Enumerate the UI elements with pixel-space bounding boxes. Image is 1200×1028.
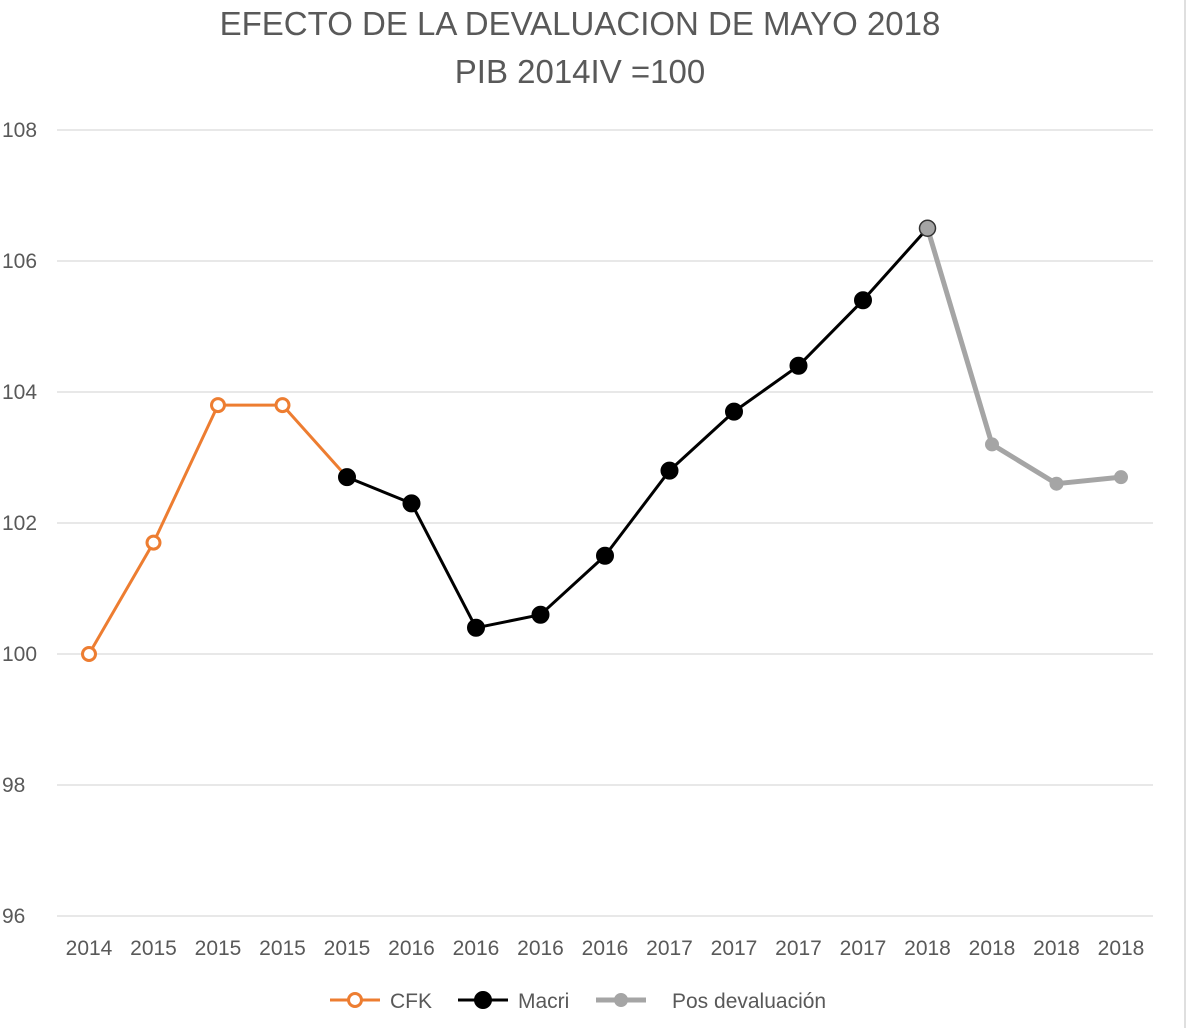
series-line (346, 227, 929, 630)
legend[interactable]: CFK Macri Pos devaluación (330, 990, 826, 1013)
data-point (531, 605, 550, 624)
data-point (145, 534, 162, 551)
x-tick-label: 2016 (388, 937, 435, 960)
x-tick-label: 2018 (1098, 937, 1145, 960)
x-tick-label: 2016 (582, 937, 629, 960)
data-point (1114, 470, 1128, 485)
legend-item-pos-devaluación[interactable]: Pos devaluación (596, 990, 826, 1013)
x-tick-label: 2017 (646, 937, 693, 960)
series-macri (338, 227, 929, 637)
chart-subtitle: PIB 2014IV =100 (455, 53, 705, 90)
data-point (402, 494, 421, 513)
data-point (789, 356, 808, 375)
legend-swatch-marker (474, 991, 492, 1009)
data-point (467, 618, 485, 637)
legend-swatch-marker (614, 993, 628, 1007)
x-tick-label: 2015 (324, 937, 371, 960)
data-point (274, 397, 291, 414)
x-tick-label: 2017 (775, 937, 822, 960)
series-line (925, 227, 1122, 487)
legend-swatch-marker (347, 992, 363, 1008)
data-point (854, 291, 872, 310)
series (81, 219, 1128, 662)
x-tick-label: 2015 (130, 937, 177, 960)
chart-title: EFECTO DE LA DEVALUACION DE MAYO 2018 (220, 5, 941, 42)
data-point (1049, 476, 1064, 491)
x-tick-label: 2017 (711, 937, 758, 960)
series-pos-devaluación (918, 219, 1128, 491)
x-tick-label: 2015 (195, 937, 242, 960)
x-axis: 2014 2015 2015 2015 2015 2016 2016 2016 2016 2017… (66, 937, 1145, 960)
y-tick-label: 98 (2, 774, 25, 797)
data-point (210, 397, 226, 414)
legend-item-cfk[interactable]: CFK (330, 990, 432, 1013)
legend-item-macri[interactable]: Macri (458, 990, 569, 1013)
x-tick-label: 2016 (453, 937, 500, 960)
data-point (918, 219, 937, 237)
data-point (81, 646, 97, 662)
y-tick-label: 104 (2, 381, 37, 404)
y-tick-label: 102 (2, 512, 37, 535)
data-point (985, 437, 999, 452)
x-tick-label: 2014 (66, 937, 113, 960)
data-point (725, 402, 743, 421)
data-point (596, 546, 614, 565)
x-tick-label: 2016 (517, 937, 564, 960)
x-tick-label: 2017 (840, 937, 887, 960)
legend-label: Pos devaluación (672, 990, 826, 1013)
data-point (660, 461, 679, 480)
legend-label: CFK (390, 990, 432, 1013)
series-line (87, 403, 349, 655)
y-tick-label: 96 (2, 905, 25, 928)
x-tick-label: 2015 (259, 937, 306, 960)
series-cfk (81, 397, 355, 662)
y-axis: 96 98 100 102 104 106 108 (2, 119, 37, 928)
x-tick-label: 2018 (1033, 937, 1080, 960)
x-tick-label: 2018 (969, 937, 1016, 960)
x-tick-label: 2018 (904, 937, 951, 960)
data-point (338, 468, 356, 487)
y-tick-label: 106 (2, 250, 37, 273)
grid (57, 129, 1153, 917)
y-tick-label: 100 (2, 643, 37, 666)
legend-label: Macri (518, 990, 569, 1013)
y-tick-label: 108 (2, 119, 37, 142)
